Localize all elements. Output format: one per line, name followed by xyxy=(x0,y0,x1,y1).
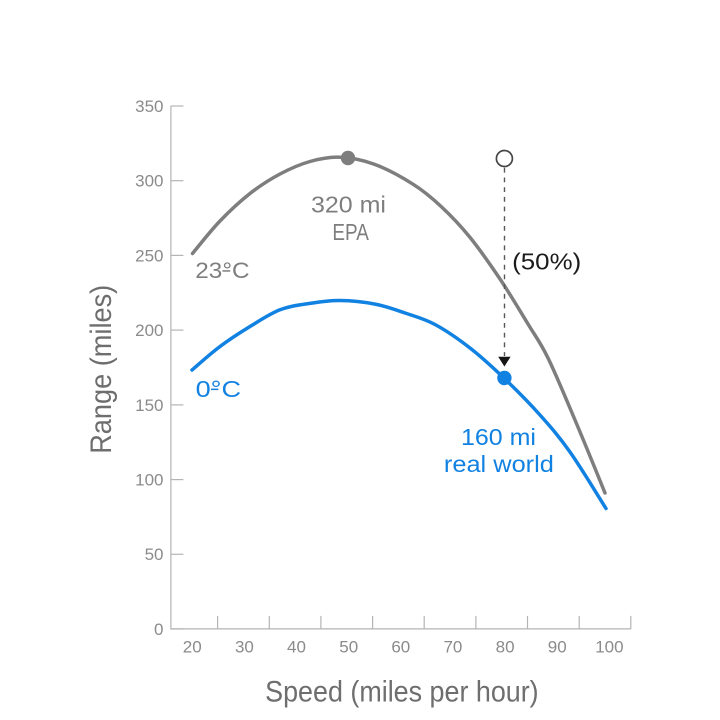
svg-text:70: 70 xyxy=(443,638,462,657)
svg-text:100: 100 xyxy=(595,638,623,657)
svg-text:160 mi: 160 mi xyxy=(461,424,536,450)
svg-text:90: 90 xyxy=(548,638,567,657)
svg-text:150: 150 xyxy=(135,396,163,415)
svg-text:0: 0 xyxy=(154,620,163,639)
svg-text:60: 60 xyxy=(391,638,410,657)
svg-text:200: 200 xyxy=(135,321,163,340)
svg-text:Speed (miles per hour): Speed (miles per hour) xyxy=(265,676,539,709)
svg-text:350: 350 xyxy=(135,97,163,116)
svg-text:real world: real world xyxy=(444,451,554,477)
svg-text:20: 20 xyxy=(183,638,202,657)
svg-text:Range (miles): Range (miles) xyxy=(85,285,118,454)
svg-text:300: 300 xyxy=(135,172,163,191)
svg-text:250: 250 xyxy=(135,246,163,265)
svg-text:50: 50 xyxy=(145,545,164,564)
svg-text:40: 40 xyxy=(287,638,306,657)
svg-text:100: 100 xyxy=(135,471,163,490)
svg-text:EPA: EPA xyxy=(332,219,369,245)
svg-text:30: 30 xyxy=(235,638,254,657)
svg-text:320 mi: 320 mi xyxy=(311,191,386,217)
svg-text:50: 50 xyxy=(339,638,358,657)
svg-text:80: 80 xyxy=(496,638,515,657)
svg-text:(50%): (50%) xyxy=(512,248,581,274)
